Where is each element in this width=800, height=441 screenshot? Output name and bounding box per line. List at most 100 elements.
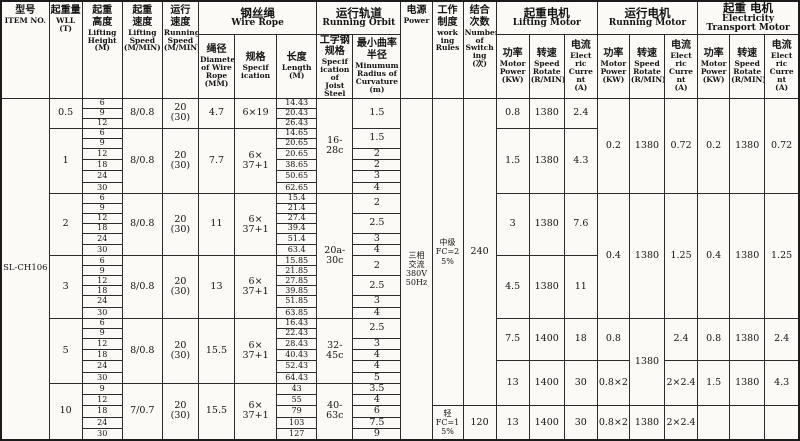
cell-wll: 5 [48, 317, 83, 384]
cell-radius: 6 [352, 405, 402, 418]
cell-item: SL-CH106 [0, 97, 50, 441]
cell-length: 50.65 [276, 170, 318, 183]
cell-height: 12 [81, 117, 123, 129]
header-spec-zh: 规格 [245, 52, 266, 64]
cell-height: 30 [81, 371, 123, 384]
cell-length: 14.65 [276, 127, 318, 139]
cell-liftspd: 8/0.8 [121, 317, 163, 384]
header-wire-rope-group-zh: 钢丝绳 [240, 5, 275, 20]
cell-height: 6 [81, 317, 123, 329]
header-power-zh: 电源 [406, 5, 427, 16]
table-row: 24 51.85 3 [1, 295, 799, 308]
cell-rules: 中级 FC=2 5% [431, 97, 464, 407]
header-transport-motor-group-zh: 起重 电机 [723, 1, 774, 15]
cell-ts: 1380 [729, 192, 766, 319]
cell-rc: 2.4 [663, 317, 699, 362]
cell-height: 6 [81, 97, 123, 109]
table-row: 18 40.43 4 [1, 349, 799, 362]
header-wll-zh: 起重量 [50, 5, 81, 16]
cell-radius: 1.5 [352, 127, 402, 149]
header-rp-en: Motor Power (KW) [600, 59, 627, 85]
cell-radius: 4 [352, 360, 402, 373]
cell-diam: 15.5 [197, 382, 236, 441]
header-rc: 电流 Elect ric Curre nt (A) [663, 33, 699, 99]
cell-ls: 1400 [528, 405, 565, 441]
cell-radius: 4 [352, 349, 402, 362]
table-row: 5 6 8/0.8 20 (30) 15.5 6× 37+1 16.43 32- 45c 2.5… [1, 317, 800, 407]
cell-tc: 0.72 [764, 97, 800, 194]
header-rp-zh: 功率 [603, 48, 624, 60]
cell-rc: 1.25 [663, 192, 699, 319]
cell-wll: 0.5 [48, 97, 83, 129]
cell-ts [729, 405, 766, 441]
cell-radius: 2.5 [352, 317, 402, 339]
table-row: 30 62.65 4 [1, 181, 799, 194]
cell-spec: 6× 37+1 [234, 382, 278, 441]
header-item: 型号 ITEM NO. [0, 0, 50, 99]
cell-radius: 3 [352, 337, 402, 351]
cell-radius: 2 [352, 192, 402, 214]
cell-ls: 1380 [528, 192, 565, 257]
header-item-zh: 型号 [15, 5, 36, 16]
header-lc-zh: 电流 [570, 40, 591, 52]
cell-length: 43 [276, 382, 318, 396]
cell-joist: 40- 63c [316, 382, 354, 441]
cell-length: 27.85 [276, 275, 318, 287]
cell-height: 30 [81, 181, 123, 194]
cell-radius: 9 [352, 427, 402, 441]
header-radius-en: Minumum Radius of Curvature (m) [355, 61, 399, 94]
header-switch: 结合 次数 Number of Switch ing (次) [462, 0, 497, 99]
cell-length: 14.43 [276, 97, 318, 109]
cell-height: 12 [81, 394, 123, 407]
cell-rp: 0.8 [596, 317, 630, 362]
header-length-zh: 长度 [286, 52, 307, 64]
cell-radius: 1.5 [352, 97, 402, 129]
header-tc: 电流 Elect ric Curre nt (A) [764, 33, 800, 99]
header-wll-en: WLL (T) [56, 15, 76, 33]
header-lc: 电流 Elect ric Curre nt (A) [563, 33, 598, 99]
cell-length: 15.85 [276, 255, 318, 267]
cell-rs: 1380 [628, 405, 666, 441]
header-transport-motor-group-en: Electricity Transport Motor [706, 13, 790, 34]
cell-rc: 0.72 [663, 97, 699, 194]
table-row: 10 9 7/0.7 20 (30) 15.5 6× 37+1 43 40- 63c 3.5 [1, 382, 799, 441]
header-ts-en: Speed Rotate (R/MIN) [731, 59, 765, 85]
cell-lp: 13 [495, 405, 530, 441]
cell-lc: 30 [563, 360, 598, 407]
cell-height: 18 [81, 159, 123, 172]
header-running-orbit-group-zh: 运行轨道 [335, 5, 382, 20]
cell-radius: 2 [352, 147, 402, 161]
cell-length: 20.65 [276, 147, 318, 161]
cell-tp: 0.8 [697, 317, 731, 362]
cell-joist: 20a- 30c [316, 192, 354, 319]
cell-tp: 0.2 [697, 97, 731, 194]
table-row: 12 28.43 3 [1, 337, 799, 351]
header-lp: 功率 Motor Power (KW) [495, 33, 530, 99]
cell-height: 30 [81, 244, 123, 257]
cell-rp: 0.4 [596, 192, 630, 319]
cell-rs: 1380 [628, 317, 666, 407]
table-row: 1 6 8/0.8 20 (30) 7.7 6× 37+1 14.65 1.5 1.5 1380 4… [1, 127, 799, 194]
cell-length: 40.43 [276, 349, 318, 362]
header-diam: 绳径Diameter of Wire Rope (MM) [197, 33, 236, 99]
cell-liftspd: 8/0.8 [121, 255, 163, 319]
cell-length: 64.43 [276, 371, 318, 384]
header-item-en: ITEM NO. [4, 15, 46, 25]
cell-lp: 4.5 [495, 255, 530, 319]
header-spec-en: Specif ication [241, 63, 271, 81]
table-row: 18 38.65 2 [1, 159, 799, 172]
cell-ts: 1380 [729, 97, 766, 194]
cell-length: 39.85 [276, 285, 318, 297]
cell-ts: 1380 [729, 360, 766, 407]
header-rp: 功率 Motor Power (KW) [596, 33, 630, 99]
cell-radius: 2.5 [352, 212, 402, 234]
header-wll: 起重量 WLL (T) [48, 0, 83, 99]
cell-height: 12 [81, 147, 123, 161]
cell-spec: 6× 37+1 [234, 255, 278, 319]
cell-ls: 1400 [528, 317, 565, 362]
header-running-motor-group: 运行电机 Running Motor [596, 0, 699, 35]
cell-radius: 3 [352, 295, 402, 308]
cell-radius: 4 [352, 306, 402, 319]
